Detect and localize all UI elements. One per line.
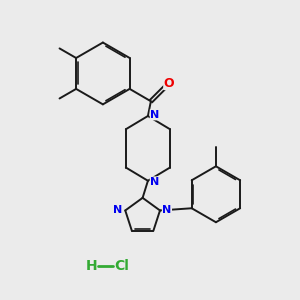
Text: N: N <box>150 110 160 120</box>
Text: Cl: Cl <box>115 259 130 273</box>
Text: N: N <box>113 206 122 215</box>
Text: N: N <box>162 206 172 215</box>
Text: H: H <box>85 259 97 273</box>
Text: O: O <box>164 76 174 89</box>
Text: N: N <box>150 177 160 187</box>
